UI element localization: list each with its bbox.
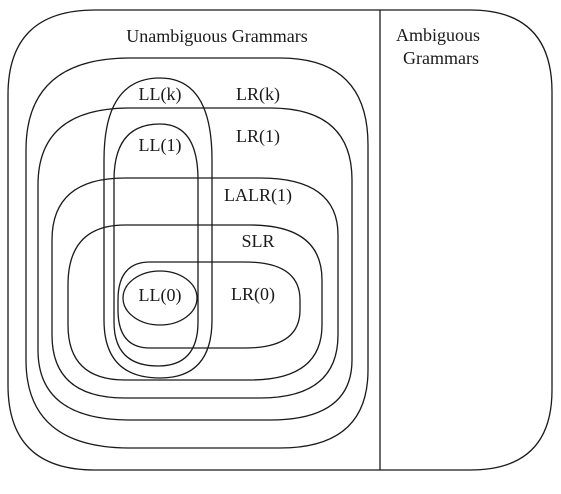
all-grammars-boundary bbox=[7, 9, 553, 471]
llk-boundary bbox=[103, 77, 213, 379]
lr1-boundary bbox=[37, 107, 353, 421]
slr-label: SLR bbox=[241, 231, 274, 251]
ambiguous-grammars-label-line1: Ambiguous bbox=[396, 25, 480, 45]
lalr1-label: LALR(1) bbox=[224, 185, 292, 206]
ll0-label: LL(0) bbox=[139, 285, 182, 306]
ll0-boundary bbox=[122, 270, 198, 326]
lr1-label: LR(1) bbox=[236, 126, 280, 147]
lr0-boundary bbox=[117, 261, 301, 349]
lr0-label: LR(0) bbox=[231, 284, 275, 305]
ll1-label: LL(1) bbox=[139, 135, 182, 156]
ll1-boundary bbox=[113, 123, 199, 367]
slr-boundary bbox=[67, 224, 323, 381]
lrk-label: LR(k) bbox=[236, 84, 280, 105]
lalr1-boundary bbox=[51, 177, 339, 399]
lrk-boundary bbox=[25, 57, 369, 449]
unambiguous-grammars-label: Unambiguous Grammars bbox=[126, 26, 307, 46]
llk-label: LL(k) bbox=[139, 84, 182, 105]
ambiguous-grammars-label-line2: Grammars bbox=[403, 48, 479, 68]
